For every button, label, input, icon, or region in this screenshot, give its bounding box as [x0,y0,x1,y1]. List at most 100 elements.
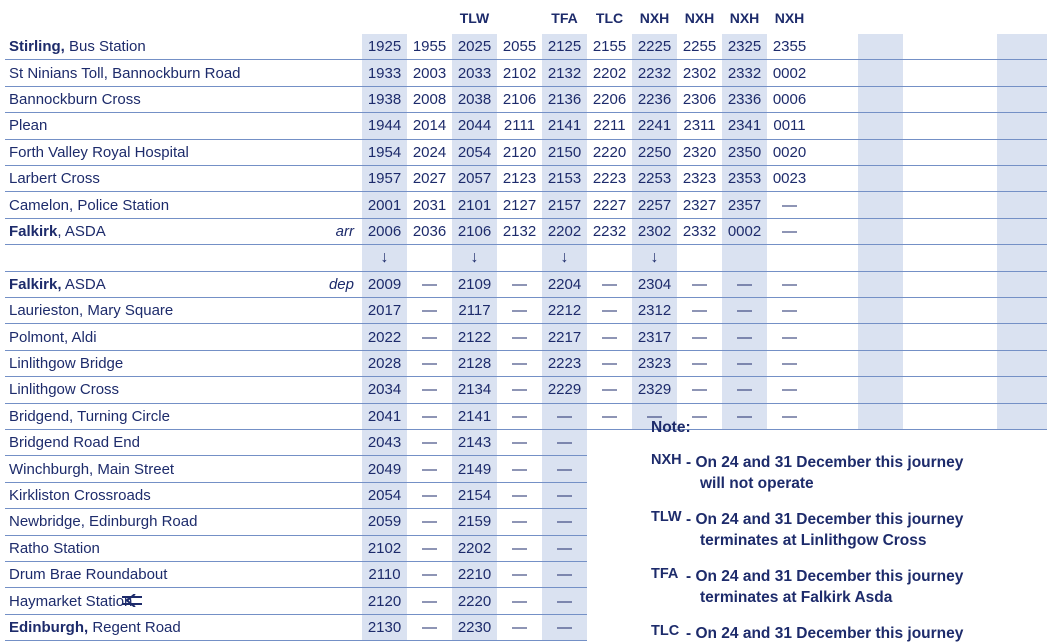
time-cell: 2317 [632,324,677,351]
time-cell: 2109 [452,271,497,298]
blank-cell [858,350,903,378]
blank-cell [997,377,1047,404]
time-cell: — [407,615,452,642]
time-cell: — [722,403,767,430]
blank-cell [858,139,903,166]
time-cell: 2120 [362,588,407,615]
stop-name: Ratho Station [9,539,100,557]
time-cell: — [542,614,587,642]
time-cell: 1954 [362,139,407,166]
blank-cell [997,298,1047,325]
blank-cell [997,60,1047,87]
note-line: - On 24 and 31 December this journey [686,454,964,471]
time-cell: — [497,562,542,589]
time-cell: 2202 [542,218,587,246]
blank-cell [997,192,1047,219]
time-cell: 2236 [632,86,677,114]
time-cell: 2028 [362,350,407,378]
note-item: NXH - On 24 and 31 December this journey w… [651,452,1047,494]
time-cell: 2225 [632,34,677,61]
stop-place: Edinburgh, [9,618,89,636]
stop-cell: Falkirk, ASDA dep [5,272,362,298]
blank-cell [950,377,997,404]
time-cell: 2024 [407,140,452,166]
time-cell: — [542,430,587,457]
time-cell: 2255 [677,34,722,61]
time-cell: 2154 [452,482,497,510]
time-cell: 2025 [452,34,497,61]
time-cell: 2220 [587,140,632,166]
blank-cell [812,60,858,87]
time-cell: — [587,351,632,378]
time-cell: 2332 [677,219,722,246]
time-cell: 2049 [362,456,407,483]
stop-cell: Drum Brae Roundabout [5,562,362,589]
time-cell: — [542,482,587,510]
time-cell: 1955 [407,34,452,61]
note-line: terminates at Falkirk Asda [700,589,893,606]
blank-cell [997,271,1047,298]
blank-cell [950,60,997,87]
time-cell: 2134 [452,377,497,404]
notes-title: Note: [651,419,691,436]
time-cell: 2232 [587,219,632,246]
blank-cell [950,324,997,351]
blank-cell [812,404,858,430]
time-cell: 2127 [497,192,542,219]
time-cell: — [587,298,632,325]
time-cell: 0002 [722,218,767,246]
note-code: TLW [651,509,682,525]
time-cell: 2149 [452,456,497,483]
time-cell: 0006 [767,87,812,114]
time-cell: 2111 [497,113,542,140]
time-cell: 2057 [452,166,497,193]
time-cell: — [497,272,542,298]
time-cell: 2136 [542,86,587,114]
arr-dep: dep [328,275,354,293]
time-cell: 2150 [542,139,587,166]
time-cell: 2141 [452,403,497,430]
time-cell: — [407,404,452,430]
blank-cell [858,245,903,272]
stop-name: Newbridge, Edinburgh Road [9,513,198,531]
time-cell: — [767,351,812,378]
stop-place: Stirling, [9,38,65,56]
time-cell: — [587,404,632,430]
time-cell: 0002 [767,60,812,87]
time-cell: 0023 [767,166,812,193]
time-cell: 2143 [452,430,497,457]
note-code: TLC [651,623,680,639]
stop-cell: Bridgend, Turning Circle [5,404,362,430]
time-cell [632,245,677,272]
time-cell: 2130 [362,614,407,642]
blank-cell [812,377,858,404]
time-cell: — [767,219,812,246]
time-cell: 2022 [362,324,407,351]
time-cell: — [407,509,452,536]
blank-cell [950,219,997,246]
time-cell: 2041 [362,403,407,430]
blank-cell [858,298,903,325]
time-cell: — [542,403,587,430]
time-cell [497,245,542,272]
time-cell: 2106 [452,218,497,246]
time-cell: — [407,298,452,325]
time-cell: 2223 [587,166,632,193]
blank-cell [903,351,950,378]
time-cell: 2155 [587,34,632,61]
time-cell: 2304 [632,271,677,298]
stop-name: Bridgend Road End [9,434,140,452]
time-cell [362,245,407,272]
blank-cell [997,34,1047,61]
time-cell: 2306 [677,87,722,114]
time-cell: 2302 [677,60,722,87]
note-code: TFA [651,566,679,582]
stop-cell: Laurieston, Mary Square [5,298,362,325]
note-line: - On 24 and 31 December this journey [686,625,964,642]
time-cell: — [407,536,452,562]
blank-cell [903,404,950,430]
time-cell: — [587,272,632,298]
time-cell: 1938 [362,86,407,114]
time-cell: — [407,483,452,510]
